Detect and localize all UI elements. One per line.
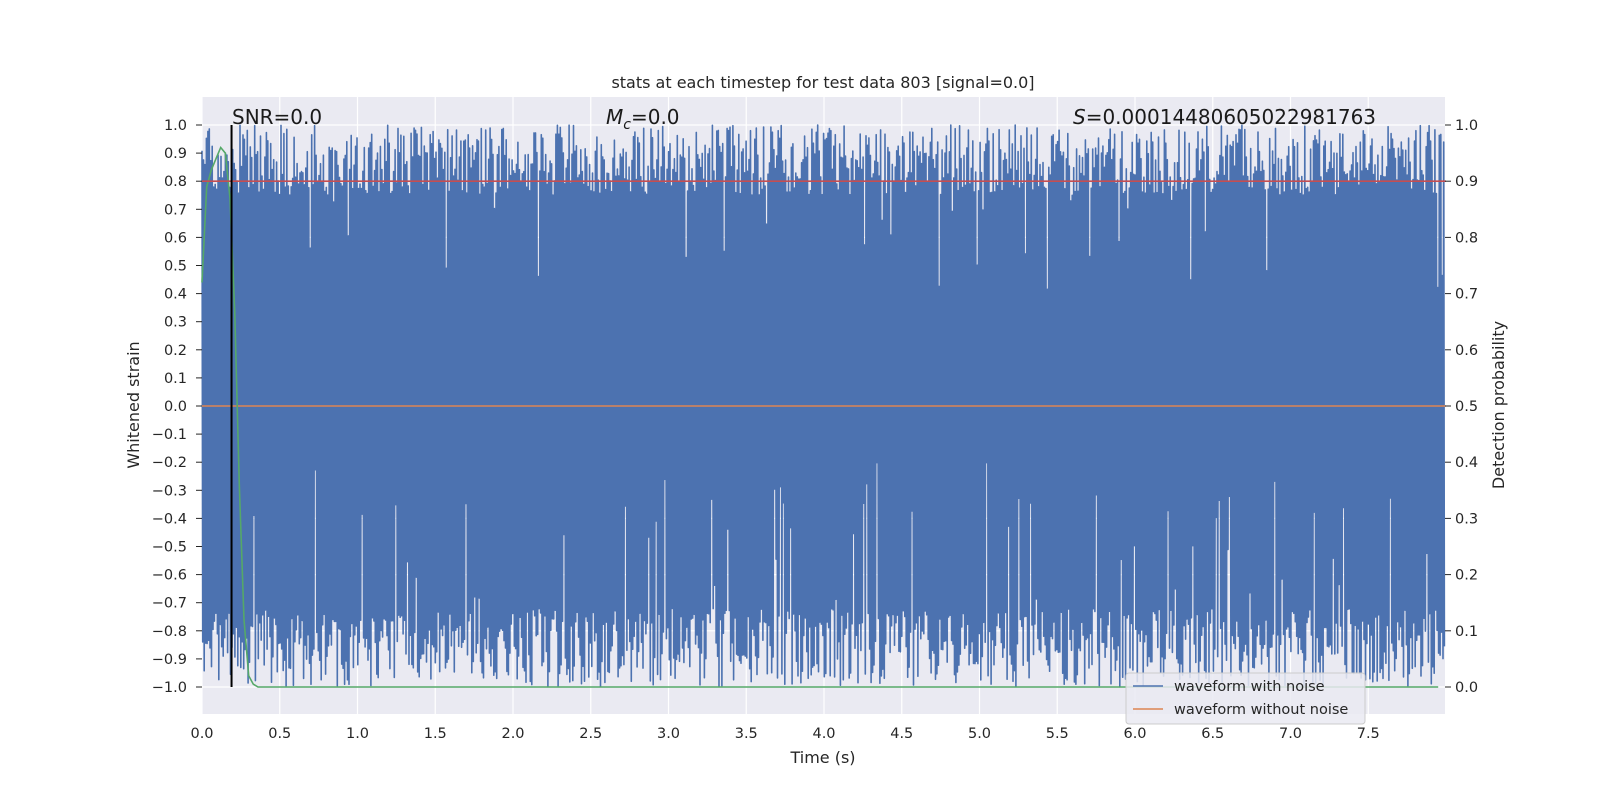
y-tick-label-left: −0.8 [152,624,187,640]
y-tick-label-left: 0.3 [164,315,187,331]
legend-label-noise: waveform with noise [1174,679,1325,695]
x-tick-label: 4.5 [890,726,913,742]
y-tick-label-left: 0.5 [164,259,187,275]
legend-label-clean: waveform without noise [1174,702,1348,718]
y-tick-label-left: 0.2 [164,343,187,359]
x-tick-label: 5.0 [968,726,991,742]
lines [201,125,1446,688]
x-tick-label: 2.0 [501,726,524,742]
s-symbol: S [1073,105,1086,129]
legend-box [1125,672,1366,725]
chirp-mass-annotation: Mc=0.0 [606,105,680,133]
noise-series [201,124,1446,688]
y-tick-label-left: 0.7 [164,202,187,218]
y-tick-label-left: 0.6 [164,230,187,246]
y-tick-label-left: −1.0 [152,680,187,696]
mc-symbol: M [606,105,623,129]
mc-subscript: c [623,117,631,133]
y-tick-label-right: 0.8 [1455,230,1478,246]
x-tick-label: 6.0 [1123,726,1146,742]
y-tick-label-left: 0.1 [164,371,187,387]
x-tick-label: 3.5 [735,726,758,742]
mc-value: =0.0 [631,105,680,129]
y-tick-label-left: −0.1 [152,427,187,443]
x-tick-label: 0.5 [268,726,291,742]
x-tick-label: 2.5 [579,726,602,742]
y-tick-label-left: 0.9 [164,146,187,162]
x-tick-label: 4.0 [812,726,835,742]
ticks: 0.0 0.5 1.0 1.5 2.0 2.5 3.0 3.5 4.0 4.5 5.0 5.5 6.0 6… [152,118,1478,742]
noise-waveform-line [201,124,1446,688]
x-tick-label: 5.5 [1046,726,1069,742]
y-tick-label-right: 0.2 [1455,568,1478,584]
x-tick-label: 6.5 [1201,726,1224,742]
x-tick-label: 1.5 [424,726,447,742]
x-tick-label: 7.5 [1357,726,1380,742]
x-tick-label: 7.0 [1279,726,1302,742]
y-tick-label-right: 0.5 [1455,399,1478,415]
y-tick-label-right: 0.4 [1455,455,1478,471]
y-tick-label-left: −0.6 [152,568,187,584]
snr-annotation: SNR=0.0 [232,105,322,129]
x-tick-label: 3.0 [657,726,680,742]
y-tick-label-left: −0.2 [152,455,187,471]
y-tick-label-right: 0.7 [1455,287,1478,303]
chart-title: stats at each timestep for test data 803… [611,73,1034,92]
y-tick-label-left: 0.0 [164,399,187,415]
y-axis-label-right: Detection probability [1489,321,1508,489]
y-tick-label-left: −0.4 [152,511,187,527]
legend: waveform with noise waveform without noi… [1125,672,1366,725]
y-tick-label-left: −0.7 [152,596,187,612]
y-tick-label-right: 0.3 [1455,511,1478,527]
x-tick-label: 0.0 [190,726,213,742]
detection-probability-line [201,145,1439,688]
y-tick-label-left: 0.4 [164,287,187,303]
y-tick-label-left: 1.0 [164,118,187,134]
s-value: =0.00014480605022981763 [1086,105,1376,129]
y-tick-label-left: −0.5 [152,540,187,556]
y-tick-label-left: −0.9 [152,652,187,668]
y-tick-label-right: 0.6 [1455,343,1478,359]
y-tick-label-right: 0.9 [1455,174,1478,190]
x-tick-label: 1.0 [346,726,369,742]
s-annotation: S=0.00014480605022981763 [1073,105,1376,129]
y-tick-label-left: 0.8 [164,174,187,190]
y-tick-label-right: 0.1 [1455,624,1478,640]
y-tick-label-right: 0.0 [1455,680,1478,696]
x-axis-label: Time (s) [789,748,855,767]
y-tick-label-right: 1.0 [1455,118,1478,134]
y-axis-label-left: Whitened strain [124,341,143,468]
y-tick-label-left: −0.3 [152,483,187,499]
